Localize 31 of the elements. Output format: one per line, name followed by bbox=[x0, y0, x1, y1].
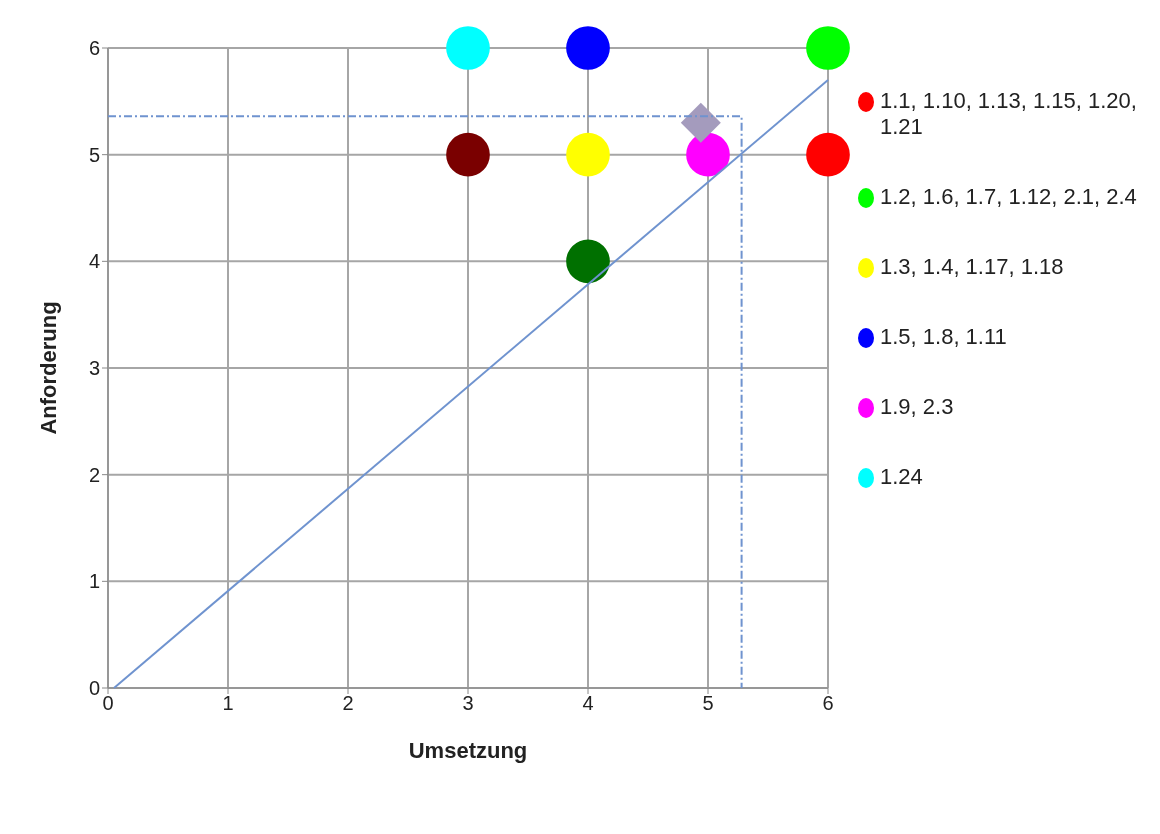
legend-label: 1.24 bbox=[880, 464, 923, 490]
x-tick-label: 6 bbox=[822, 692, 834, 715]
legend-label: 1.1, 1.10, 1.13, 1.15, 1.20, 1.21 bbox=[880, 88, 1138, 140]
x-tick-label: 2 bbox=[342, 692, 354, 715]
x-axis-title: Umsetzung bbox=[408, 738, 528, 763]
legend-label: 1.5, 1.8, 1.11 bbox=[880, 324, 1007, 350]
x-tick-label: 3 bbox=[462, 692, 474, 715]
y-tick-label: 6 bbox=[88, 37, 100, 60]
y-tick-label: 2 bbox=[88, 463, 100, 486]
x-tick-label: 1 bbox=[222, 692, 234, 715]
y-tick-label: 5 bbox=[88, 143, 100, 166]
x-tick-label: 5 bbox=[702, 692, 714, 715]
point bbox=[806, 26, 850, 70]
legend-label: 1.2, 1.6, 1.7, 1.12, 2.1, 2.4 bbox=[880, 184, 1137, 210]
legend-label: 1.3, 1.4, 1.17, 1.18 bbox=[880, 254, 1064, 280]
y-tick-label: 0 bbox=[88, 677, 100, 700]
point bbox=[446, 132, 490, 177]
point bbox=[566, 239, 610, 284]
point bbox=[686, 132, 730, 177]
point bbox=[566, 26, 610, 70]
x-tick-label: 4 bbox=[582, 692, 594, 715]
point bbox=[680, 102, 721, 143]
y-tick-label: 4 bbox=[88, 250, 100, 273]
x-tick-label: 0 bbox=[102, 692, 114, 715]
legend-label: 1.9, 2.3 bbox=[880, 394, 954, 420]
y-tick-label: 1 bbox=[88, 570, 100, 593]
y-tick-label: 3 bbox=[88, 357, 100, 380]
y-axis-title: Anforderung bbox=[35, 301, 61, 435]
point bbox=[566, 132, 610, 177]
point bbox=[806, 132, 850, 177]
point bbox=[446, 26, 490, 70]
